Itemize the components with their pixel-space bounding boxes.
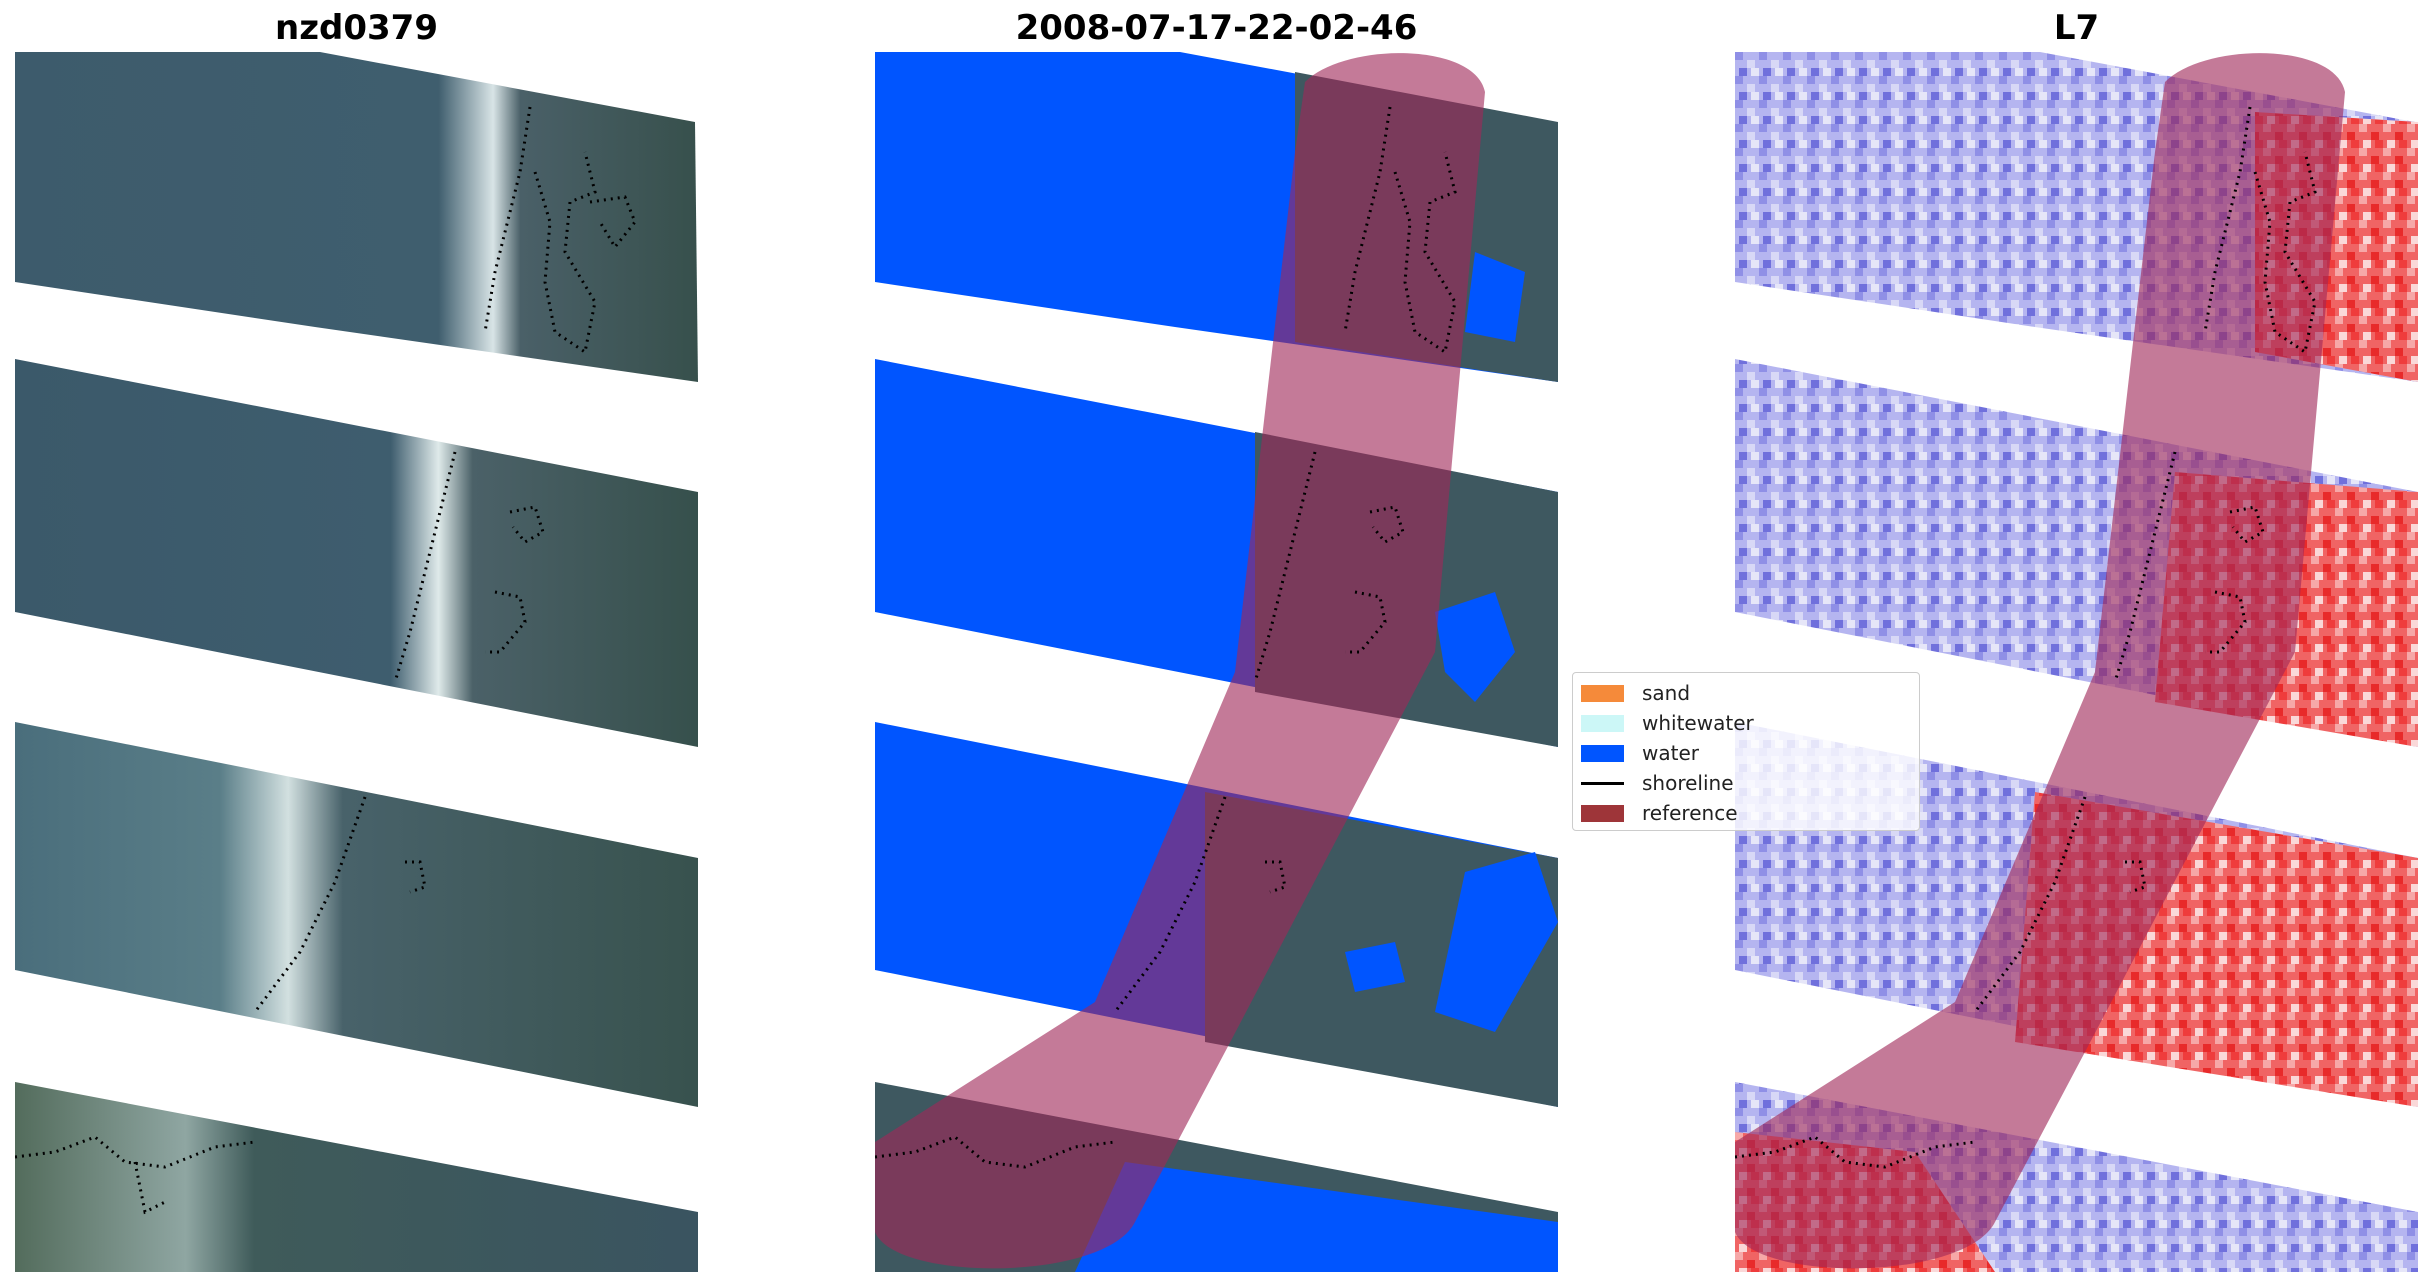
shoreline-line-swatch	[1581, 781, 1624, 785]
shoreline-dotted	[875, 106, 1457, 1169]
panel-title-index: L7	[2053, 8, 2100, 48]
legend-label-shoreline: shoreline	[1642, 771, 1734, 795]
shoreline-dotted	[15, 106, 637, 1215]
legend-item-sand: sand	[1581, 678, 1690, 708]
reference-swatch	[1581, 804, 1624, 822]
index-image-panel	[1735, 52, 2418, 1272]
image-strips	[15, 52, 698, 1272]
shoreline-dotted	[1735, 106, 2317, 1169]
classified-image-panel	[875, 52, 1558, 1272]
legend-item-water: water	[1581, 738, 1699, 768]
rgb-image-panel	[15, 52, 698, 1272]
legend-label-water: water	[1642, 741, 1699, 765]
reference-buffer	[1735, 53, 2345, 1269]
legend: sand whitewater water shoreline referenc…	[1572, 672, 1920, 831]
legend-item-reference: reference	[1581, 798, 1738, 828]
panel-title-rgb: nzd0379	[275, 8, 438, 48]
legend-label-whitewater: whitewater	[1642, 711, 1754, 735]
panel-title-classified: 2008-07-17-22-02-46	[1015, 8, 1418, 48]
sand-swatch	[1581, 684, 1624, 702]
legend-item-whitewater: whitewater	[1581, 708, 1754, 738]
legend-item-shoreline: shoreline	[1581, 768, 1734, 798]
water-swatch	[1581, 744, 1624, 762]
whitewater-swatch	[1581, 714, 1624, 732]
legend-label-sand: sand	[1642, 681, 1691, 705]
legend-label-reference: reference	[1642, 801, 1738, 825]
reference-buffer	[875, 53, 1485, 1269]
water-patches	[1345, 252, 1558, 1032]
